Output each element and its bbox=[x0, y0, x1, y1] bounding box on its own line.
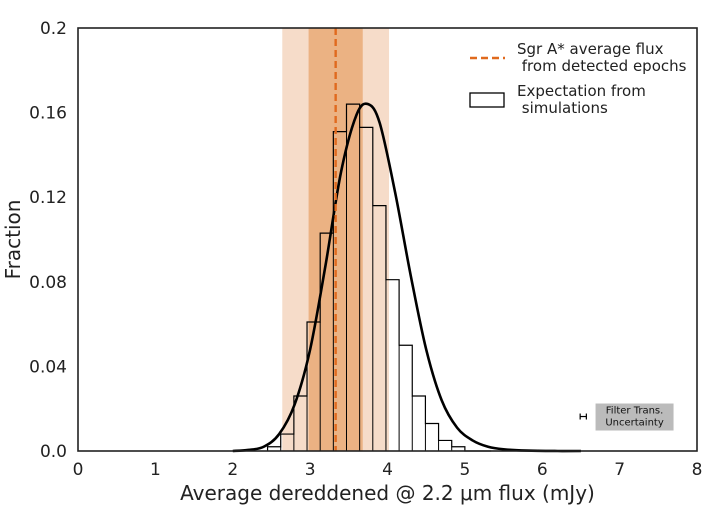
y-tick-label: 0.16 bbox=[29, 104, 67, 124]
x-tick-label: 7 bbox=[614, 460, 625, 480]
y-tick-label: 0.2 bbox=[40, 19, 67, 39]
x-axis-ticks: 0 1 2 3 4 5 6 7 8 bbox=[73, 460, 703, 480]
y-tick-label: 0.08 bbox=[29, 273, 67, 293]
x-tick-label: 3 bbox=[305, 460, 316, 480]
y-tick-label: 0.12 bbox=[29, 188, 67, 208]
legend-label: Expectation from simulations bbox=[517, 82, 646, 117]
legend-box-swatch bbox=[469, 92, 505, 108]
y-tick-label: 0.04 bbox=[29, 357, 67, 377]
x-tick-label: 2 bbox=[227, 460, 238, 480]
x-tick-label: 5 bbox=[459, 460, 470, 480]
x-tick-label: 1 bbox=[150, 460, 161, 480]
legend-label: Sgr A* average flux from detected epochs bbox=[517, 40, 687, 75]
y-axis-title: Fraction bbox=[1, 200, 25, 280]
y-axis-ticks: 0.0 0.04 0.08 0.12 0.16 0.2 bbox=[29, 19, 67, 462]
annotation-box bbox=[595, 403, 674, 431]
x-tick-label: 6 bbox=[537, 460, 548, 480]
legend: Sgr A* average flux from detected epochs… bbox=[469, 40, 687, 117]
x-tick-label: 8 bbox=[692, 460, 703, 480]
plot-frame bbox=[77, 27, 698, 452]
annotation-text: Filter Trans. Uncertainty bbox=[605, 406, 664, 429]
y-tick-label: 0.0 bbox=[40, 442, 67, 462]
x-axis-title: Average dereddened @ 2.2 μm flux (mJy) bbox=[180, 481, 595, 505]
fit-curve-group bbox=[232, 102, 581, 453]
x-tick-label: 4 bbox=[382, 460, 393, 480]
fit-curve bbox=[232, 102, 581, 453]
simulation-histogram bbox=[266, 103, 492, 452]
histogram-outline bbox=[266, 103, 492, 452]
filter-uncertainty-annotation: Filter Trans. Uncertainty bbox=[579, 403, 674, 431]
x-tick-label: 0 bbox=[73, 460, 84, 480]
